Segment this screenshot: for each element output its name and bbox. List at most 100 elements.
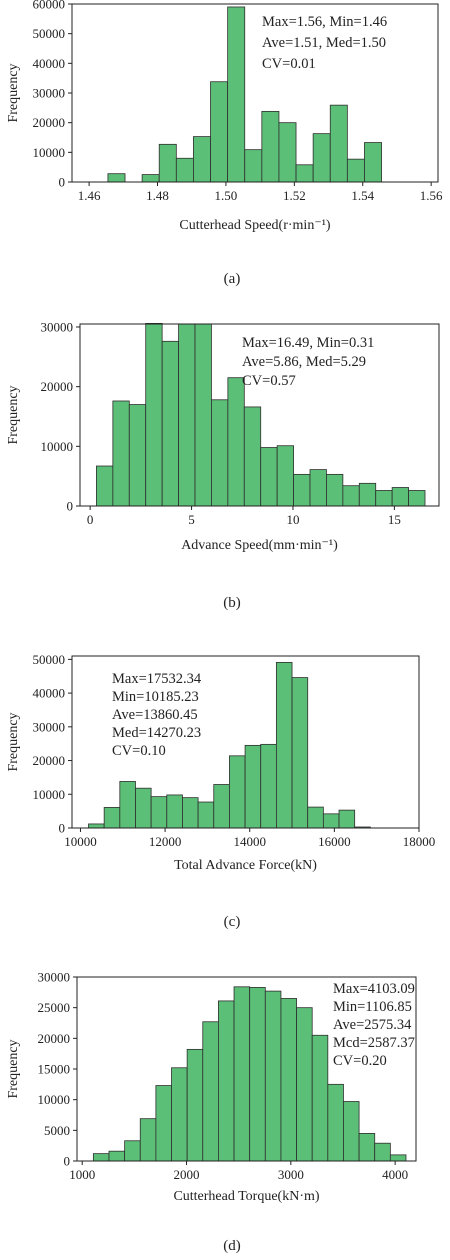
histogram-bar	[243, 406, 262, 507]
subplot-caption: (a)	[224, 271, 241, 287]
x-axis-label: Cutterhead Torque(kN·m)	[173, 1189, 319, 1204]
histogram-panel-b: 0 5 10 15 0 10000 20000 30000 Advance Speed(mm·m…	[6, 319, 440, 611]
stats-annotation-line: Ave=5.86, Med=5.29	[242, 354, 366, 370]
histogram-bar	[249, 987, 266, 1162]
x-tick-label: 12000	[149, 834, 182, 849]
histogram-bar	[275, 662, 293, 829]
stats-annotation-line: CV=0.01	[262, 56, 316, 72]
y-tick-label: 30000	[38, 970, 71, 985]
histogram-bar	[211, 399, 229, 507]
x-axis-label: Advance Speed(mm·min⁻¹)	[181, 538, 338, 553]
stats-annotation-line: Ave=13860.45	[112, 707, 198, 723]
x-axis-label: Cutterhead Speed(r·min⁻¹)	[179, 218, 330, 233]
subplot-caption: (d)	[223, 1238, 241, 1254]
stats-annotation-line: Min=10185.23	[112, 689, 199, 705]
stats-annotation-line: Max=4103.09	[333, 981, 415, 997]
histogram-bar	[408, 490, 426, 507]
x-tick-label: 1.54	[351, 188, 374, 203]
stats-annotation-line: CV=0.57	[242, 373, 296, 389]
x-tick-label: 10000	[64, 834, 97, 849]
stats-annotation-line: Max=17532.34	[112, 671, 202, 687]
subplot-caption: (b)	[223, 595, 241, 611]
histogram-bar	[88, 823, 105, 829]
x-tick-label: 1.56	[420, 188, 443, 203]
x-tick-label: 3000	[278, 1167, 304, 1182]
x-axis-label: Total Advance Force(kN)	[174, 858, 317, 873]
histogram-bar	[244, 744, 262, 829]
histogram-bar	[227, 377, 245, 507]
stats-annotation-line: Med=14270.23	[112, 725, 201, 741]
y-tick-label: 60000	[33, 0, 66, 12]
y-tick-label: 30000	[33, 719, 66, 734]
x-tick-label: 18000	[403, 834, 436, 849]
histogram-bar	[364, 142, 382, 183]
histogram-bar	[276, 445, 294, 507]
histogram-bar	[218, 1000, 235, 1162]
stats-annotation-line: CV=0.10	[112, 743, 166, 759]
histogram-bar	[307, 806, 324, 829]
y-tick-label: 10000	[41, 439, 74, 454]
histogram-bar	[326, 473, 344, 507]
histogram-bar	[210, 81, 229, 183]
histogram-bar	[96, 465, 114, 507]
y-axis-label: Frequency	[6, 385, 21, 444]
histogram-bar	[107, 173, 126, 183]
histogram-bar	[182, 797, 199, 829]
histogram-bar	[92, 1153, 110, 1162]
histogram-bar	[291, 677, 309, 829]
histogram-bar	[155, 1085, 172, 1162]
y-axis-label: Frequency	[6, 1039, 21, 1098]
y-tick-label: 20000	[33, 753, 66, 768]
histogram-panel-d: 1000 2000 3000 4000 0 5000 10000 15000 20000 2500…	[6, 970, 417, 1254]
histogram-bar	[329, 104, 348, 183]
histogram-bar	[261, 110, 280, 183]
stats-annotation-line: Max=1.56, Min=1.46	[262, 14, 387, 30]
y-tick-label: 30000	[33, 86, 66, 101]
histogram-panel-c: 10000 12000 14000 16000 18000010000200003000…	[6, 652, 435, 930]
y-tick-label: 25000	[38, 1000, 71, 1015]
x-tick-label: 15	[388, 512, 401, 527]
histogram-bar	[175, 157, 194, 183]
histogram-bar	[293, 473, 311, 507]
y-tick-label: 50000	[33, 26, 66, 41]
stats-annotation-line: Ave=1.51, Med=1.50	[262, 35, 386, 51]
histogram-bar	[358, 1133, 376, 1162]
histogram-bar	[150, 796, 168, 829]
x-tick-label: 1.46	[78, 188, 101, 203]
stats-annotation-line: Mcd=2587.37	[333, 1035, 415, 1051]
y-axis-label: Frequency	[6, 712, 21, 771]
histogram-bar	[280, 998, 297, 1162]
x-tick-label: 10	[286, 512, 299, 527]
histogram-bar	[343, 1101, 360, 1162]
y-tick-label: 10000	[33, 145, 66, 160]
histogram-bar	[194, 323, 212, 507]
x-tick-label: 4000	[382, 1167, 408, 1182]
histogram-bar	[346, 158, 365, 183]
histogram-bar	[202, 1021, 219, 1162]
histogram-bar	[374, 1142, 391, 1162]
histogram-bar	[296, 1007, 313, 1162]
y-tick-label: 0	[67, 499, 74, 514]
histogram-bar	[124, 1140, 141, 1162]
histogram-bar	[166, 794, 183, 829]
histogram-bar	[338, 809, 356, 829]
y-tick-label: 20000	[38, 1031, 71, 1046]
histogram-bar	[264, 990, 282, 1162]
histogram-bar	[178, 323, 196, 507]
histogram-bar	[295, 164, 314, 183]
histogram-bar	[233, 986, 251, 1162]
y-tick-label: 10000	[33, 787, 66, 802]
histogram-bar	[213, 784, 230, 829]
histogram-panel-a: 1.46 1.48 1.50 1.52 1.54 1.56 0 10000 20000 30000…	[6, 0, 443, 287]
histogram-bar	[260, 743, 277, 829]
y-tick-label: 5000	[44, 1123, 70, 1138]
x-tick-label: 1.50	[215, 188, 238, 203]
histogram-bar	[278, 122, 297, 183]
histogram-bar	[244, 149, 263, 183]
y-tick-label: 0	[64, 1154, 71, 1169]
histogram-bar	[358, 482, 377, 507]
x-tick-label: 1.52	[283, 188, 306, 203]
histogram-bar	[311, 1034, 329, 1162]
x-tick-label: 1000	[69, 1167, 95, 1182]
